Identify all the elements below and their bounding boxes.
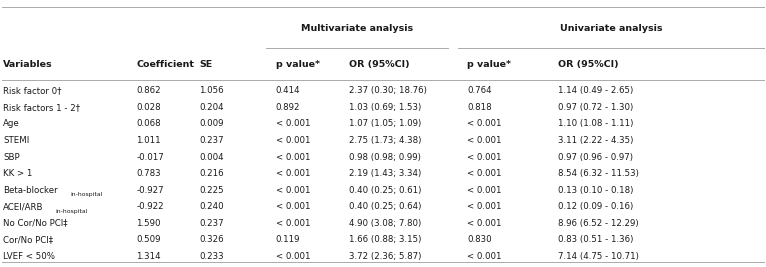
Text: 0.98 (0.98; 0.99): 0.98 (0.98; 0.99) (349, 152, 421, 162)
Text: < 0.001: < 0.001 (276, 152, 310, 162)
Text: 0.028: 0.028 (136, 103, 161, 112)
Text: Variables: Variables (3, 60, 53, 69)
Text: 0.818: 0.818 (467, 103, 492, 112)
Text: 0.830: 0.830 (467, 235, 492, 244)
Text: in-hospital: in-hospital (55, 209, 87, 214)
Text: < 0.001: < 0.001 (276, 252, 310, 261)
Text: < 0.001: < 0.001 (467, 136, 502, 145)
Text: 4.90 (3.08; 7.80): 4.90 (3.08; 7.80) (349, 219, 421, 228)
Text: 1.03 (0.69; 1.53): 1.03 (0.69; 1.53) (349, 103, 421, 112)
Text: -0.017: -0.017 (136, 152, 164, 162)
Text: < 0.001: < 0.001 (276, 136, 310, 145)
Text: 2.75 (1.73; 4.38): 2.75 (1.73; 4.38) (349, 136, 421, 145)
Text: 0.240: 0.240 (199, 202, 224, 211)
Text: 0.783: 0.783 (136, 169, 161, 178)
Text: < 0.001: < 0.001 (467, 219, 502, 228)
Text: ACEI/ARB: ACEI/ARB (3, 202, 44, 211)
Text: 1.590: 1.590 (136, 219, 161, 228)
Text: < 0.001: < 0.001 (276, 186, 310, 195)
Text: SBP: SBP (3, 152, 20, 162)
Text: OR (95%CI): OR (95%CI) (558, 60, 618, 69)
Text: 0.12 (0.09 - 0.16): 0.12 (0.09 - 0.16) (558, 202, 633, 211)
Text: < 0.001: < 0.001 (467, 186, 502, 195)
Text: 0.40 (0.25; 0.61): 0.40 (0.25; 0.61) (349, 186, 421, 195)
Text: 0.237: 0.237 (199, 219, 224, 228)
Text: Univariate analysis: Univariate analysis (560, 23, 663, 33)
Text: p value*: p value* (276, 60, 319, 69)
Text: 2.37 (0.30; 18.76): 2.37 (0.30; 18.76) (349, 86, 427, 95)
Text: < 0.001: < 0.001 (467, 169, 502, 178)
Text: < 0.001: < 0.001 (276, 219, 310, 228)
Text: 2.19 (1.43; 3.34): 2.19 (1.43; 3.34) (349, 169, 421, 178)
Text: 0.97 (0.72 - 1.30): 0.97 (0.72 - 1.30) (558, 103, 633, 112)
Text: 0.326: 0.326 (199, 235, 224, 244)
Text: < 0.001: < 0.001 (276, 169, 310, 178)
Text: LVEF < 50%: LVEF < 50% (3, 252, 55, 261)
Text: 3.72 (2.36; 5.87): 3.72 (2.36; 5.87) (349, 252, 421, 261)
Text: 0.83 (0.51 - 1.36): 0.83 (0.51 - 1.36) (558, 235, 633, 244)
Text: 0.225: 0.225 (199, 186, 224, 195)
Text: 0.204: 0.204 (199, 103, 224, 112)
Text: Cor/No PCI‡: Cor/No PCI‡ (3, 235, 53, 244)
Text: 7.14 (4.75 - 10.71): 7.14 (4.75 - 10.71) (558, 252, 639, 261)
Text: 1.66 (0.88; 3.15): 1.66 (0.88; 3.15) (349, 235, 421, 244)
Text: 0.764: 0.764 (467, 86, 492, 95)
Text: < 0.001: < 0.001 (276, 202, 310, 211)
Text: 0.509: 0.509 (136, 235, 161, 244)
Text: No Cor/No PCI‡: No Cor/No PCI‡ (3, 219, 67, 228)
Text: < 0.001: < 0.001 (467, 252, 502, 261)
Text: 1.07 (1.05; 1.09): 1.07 (1.05; 1.09) (349, 119, 421, 128)
Text: 0.068: 0.068 (136, 119, 161, 128)
Text: < 0.001: < 0.001 (467, 152, 502, 162)
Text: < 0.001: < 0.001 (467, 119, 502, 128)
Text: 1.14 (0.49 - 2.65): 1.14 (0.49 - 2.65) (558, 86, 633, 95)
Text: 3.11 (2.22 - 4.35): 3.11 (2.22 - 4.35) (558, 136, 633, 145)
Text: 1.10 (1.08 - 1.11): 1.10 (1.08 - 1.11) (558, 119, 633, 128)
Text: -0.927: -0.927 (136, 186, 164, 195)
Text: 0.237: 0.237 (199, 136, 224, 145)
Text: 0.009: 0.009 (199, 119, 224, 128)
Text: 0.414: 0.414 (276, 86, 300, 95)
Text: 1.011: 1.011 (136, 136, 161, 145)
Text: OR (95%CI): OR (95%CI) (349, 60, 410, 69)
Text: 0.892: 0.892 (276, 103, 300, 112)
Text: Beta-blocker: Beta-blocker (3, 186, 57, 195)
Text: Multivariate analysis: Multivariate analysis (301, 23, 413, 33)
Text: -0.922: -0.922 (136, 202, 164, 211)
Text: 0.40 (0.25; 0.64): 0.40 (0.25; 0.64) (349, 202, 421, 211)
Text: < 0.001: < 0.001 (276, 119, 310, 128)
Text: Risk factor 0†: Risk factor 0† (3, 86, 61, 95)
Text: 0.862: 0.862 (136, 86, 161, 95)
Text: 0.233: 0.233 (199, 252, 224, 261)
Text: 8.54 (6.32 - 11.53): 8.54 (6.32 - 11.53) (558, 169, 639, 178)
Text: 0.119: 0.119 (276, 235, 300, 244)
Text: 0.13 (0.10 - 0.18): 0.13 (0.10 - 0.18) (558, 186, 633, 195)
Text: Risk factors 1 - 2†: Risk factors 1 - 2† (3, 103, 80, 112)
Text: < 0.001: < 0.001 (467, 202, 502, 211)
Text: KK > 1: KK > 1 (3, 169, 32, 178)
Text: 1.056: 1.056 (199, 86, 224, 95)
Text: 0.004: 0.004 (199, 152, 224, 162)
Text: 8.96 (6.52 - 12.29): 8.96 (6.52 - 12.29) (558, 219, 638, 228)
Text: Age: Age (3, 119, 20, 128)
Text: Coefficient: Coefficient (136, 60, 195, 69)
Text: p value*: p value* (467, 60, 511, 69)
Text: 0.97 (0.96 - 0.97): 0.97 (0.96 - 0.97) (558, 152, 633, 162)
Text: in-hospital: in-hospital (70, 192, 103, 197)
Text: 0.216: 0.216 (199, 169, 224, 178)
Text: 1.314: 1.314 (136, 252, 161, 261)
Text: SE: SE (199, 60, 212, 69)
Text: STEMI: STEMI (3, 136, 29, 145)
